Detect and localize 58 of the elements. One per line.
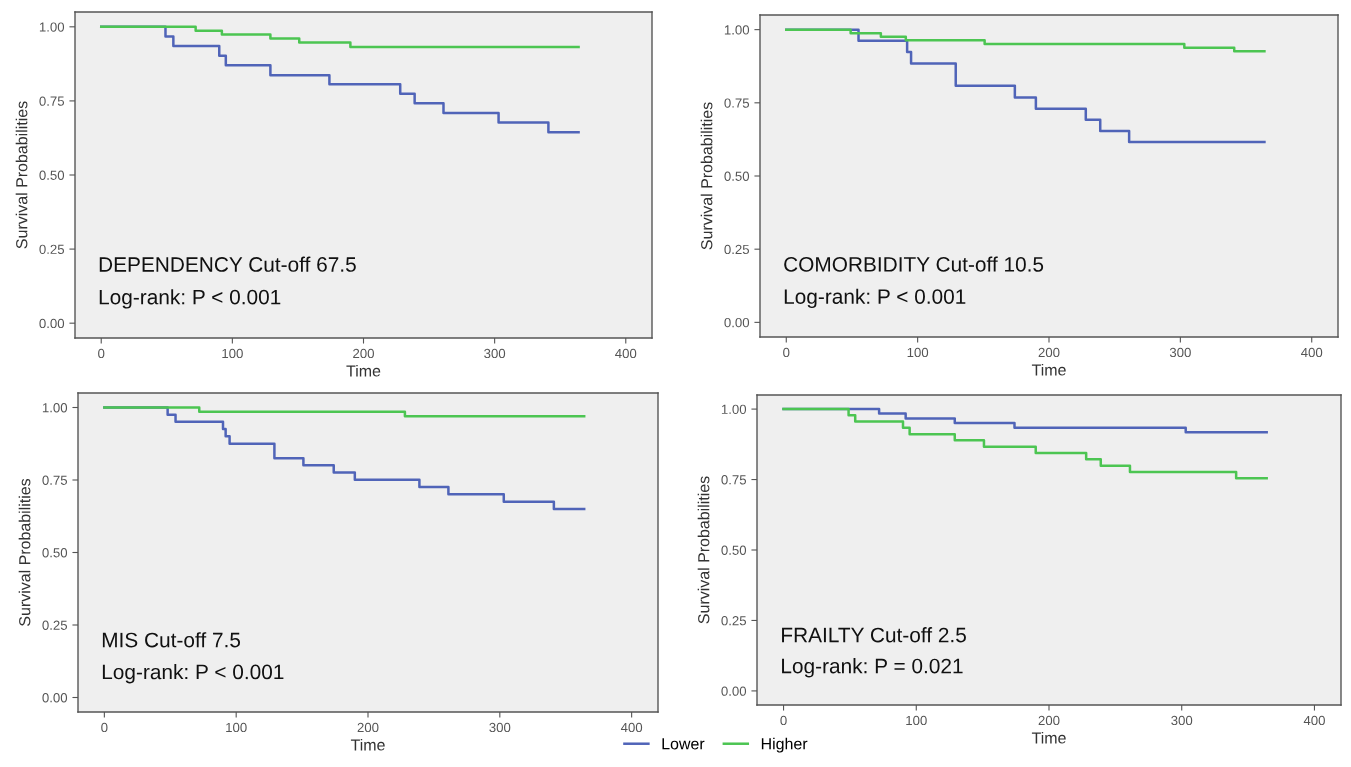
x-tick-label: 300 xyxy=(484,348,506,359)
annotation: DEPENDENCY Cut-off 67.5 xyxy=(99,256,356,272)
x-tick-label: 0 xyxy=(98,348,105,359)
annotation: Log-rank: P < 0.001 xyxy=(784,288,966,309)
annotation: Log-rank: P < 0.001 xyxy=(102,664,284,684)
y-axis-title: Survival Probabilities xyxy=(700,102,713,250)
x-tick-label: 400 xyxy=(1301,347,1323,358)
annotation: FRAILTY Cut-off 2.5 xyxy=(782,627,966,643)
annotation: Log-rank: P = 0.021 xyxy=(782,658,963,678)
y-tick-label: 0.25 xyxy=(39,244,65,254)
x-tick-label: 100 xyxy=(907,347,929,358)
x-tick-label: 200 xyxy=(1038,347,1060,358)
x-tick-label: 100 xyxy=(226,722,247,733)
y-tick-label: 0.00 xyxy=(39,318,65,329)
legend-label: Higher xyxy=(761,737,808,753)
y-tick-label: 0.25 xyxy=(724,244,750,255)
x-tick-label: 300 xyxy=(489,722,511,733)
x-tick-label: 200 xyxy=(1038,715,1060,726)
x-tick-label: 200 xyxy=(357,722,379,733)
y-axis-title: Survival Probabilities xyxy=(697,476,710,624)
x-tick-label: 100 xyxy=(222,348,243,359)
x-axis-title: Time xyxy=(346,364,381,377)
y-tick-label: 1.00 xyxy=(39,22,65,32)
y-tick-label: 0.00 xyxy=(42,693,68,703)
y-tick-label: 0.75 xyxy=(721,475,747,485)
y-axis-title: Survival Probabilities xyxy=(15,101,28,249)
y-tick-label: 0.50 xyxy=(39,170,65,180)
annotation: MIS Cut-off 7.5 xyxy=(102,632,241,648)
x-tick-label: 100 xyxy=(906,715,927,726)
annotation: COMORBIDITY Cut-off 10.5 xyxy=(784,256,1044,272)
y-tick-label: 0.75 xyxy=(39,96,65,106)
x-tick-label: 300 xyxy=(1169,347,1191,358)
y-tick-label: 0.75 xyxy=(724,98,750,108)
y-tick-label: 0.50 xyxy=(724,171,750,181)
legend-label: Lower xyxy=(662,738,705,750)
annotation: Log-rank: P < 0.001 xyxy=(99,289,281,309)
y-tick-label: 0.25 xyxy=(42,620,68,630)
x-axis-title: Time xyxy=(1031,731,1066,744)
y-tick-label: 1.00 xyxy=(724,25,750,35)
y-axis-title: Survival Probabilities xyxy=(18,478,31,626)
x-tick-label: 200 xyxy=(353,348,374,359)
y-tick-label: 0.50 xyxy=(42,548,68,558)
x-tick-label: 0 xyxy=(780,715,787,726)
y-tick-label: 0.00 xyxy=(721,686,747,696)
x-tick-label: 400 xyxy=(615,348,637,359)
y-tick-label: 1.00 xyxy=(721,404,747,414)
x-tick-label: 0 xyxy=(783,347,790,358)
x-axis-title: Time xyxy=(1031,363,1066,376)
x-axis-title: Time xyxy=(350,738,385,751)
y-tick-label: 0.50 xyxy=(721,545,747,555)
x-tick-label: 400 xyxy=(1303,715,1325,726)
y-tick-label: 0.00 xyxy=(724,317,750,328)
y-tick-label: 0.25 xyxy=(721,616,747,626)
x-tick-label: 0 xyxy=(101,722,108,733)
x-tick-label: 400 xyxy=(620,722,643,733)
y-tick-label: 0.75 xyxy=(42,475,68,485)
x-tick-label: 300 xyxy=(1171,715,1193,726)
y-tick-label: 1.00 xyxy=(42,403,68,413)
